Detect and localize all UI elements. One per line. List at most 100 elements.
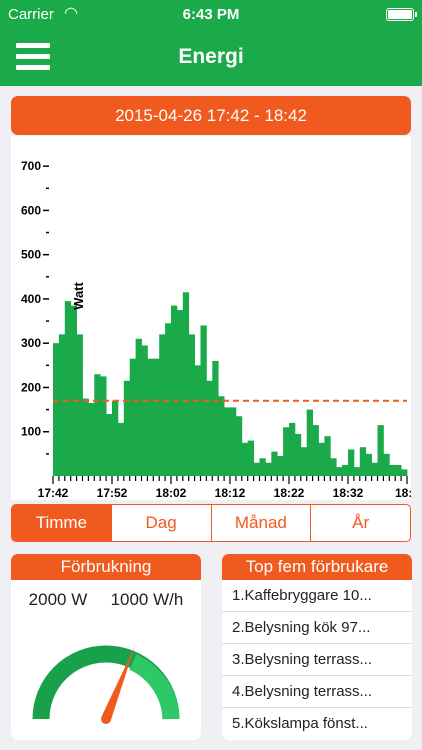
gauge-hub [101,714,111,724]
top-consumers-card: Top fem förbrukare 1.Kaffebryggare 10...… [222,554,412,740]
bar [176,310,184,476]
bar [371,462,378,476]
bar [112,400,119,476]
usage-gauge [32,645,180,724]
x-tick-label: 18:12 [215,486,246,500]
carrier-label: Carrier [8,6,54,23]
bar [336,467,343,476]
bar [235,416,243,476]
top-consumers-list: 1.Kaffebryggare 10... 2.Belysning kök 97… [222,580,412,740]
bar [230,407,237,476]
x-tick-label: 17:52 [97,486,128,500]
bar [147,358,154,476]
bar [171,305,178,476]
bar [247,440,254,476]
date-range-button[interactable]: 2015-04-26 17:42 - 18:42 [11,96,411,135]
top-consumers-title: Top fem förbrukare [222,554,412,580]
status-time: 6:43 PM [182,6,240,23]
bar [94,374,101,476]
x-tick-label: 17:42 [38,486,69,500]
period-tabs: Timme Dag Månad År [11,504,411,542]
list-item[interactable]: 1.Kaffebryggare 10... [222,580,412,612]
bar [294,433,302,476]
list-item[interactable]: 5.Kökslampa fönst... [232,715,368,732]
bar [70,305,77,476]
bar [165,323,172,476]
x-tick-label: 18:22 [274,486,305,500]
bar [241,442,249,476]
bar [117,422,125,476]
menu-icon[interactable] [16,41,52,73]
y-tick-label: 600 [21,203,41,217]
bar [253,462,260,476]
bar [324,436,331,476]
bar [277,456,284,476]
bar [401,469,408,476]
bar [271,451,278,476]
list-item[interactable]: 3.Belysning terrass... [222,644,412,676]
wifi-icon: ◠ [64,5,78,22]
bar [383,453,390,476]
bar [365,453,372,476]
list-item[interactable]: 2.Belysning kök 97... [222,612,412,644]
bar [182,292,190,476]
bar [318,442,325,476]
battery-icon [386,8,417,21]
power-value: 2000 W [28,590,88,609]
bar [330,458,337,476]
tab-dag[interactable]: Dag [110,505,211,541]
bar [153,358,160,476]
gauge-needle [101,646,135,721]
bar [100,376,107,476]
bar [265,462,272,476]
y-tick-label: 300 [21,336,41,350]
list-item[interactable]: 4.Belysning terrass... [222,676,412,708]
bar [224,407,231,476]
tab-manad[interactable]: Månad [210,505,311,541]
y-tick-label: 200 [21,380,41,394]
bar [106,414,113,476]
bar [159,334,166,476]
page-title: Energi [178,45,244,68]
x-tick-label: 18:32 [333,486,364,500]
bar [359,447,367,476]
bar [342,464,349,476]
x-tick-label: 18:4 [395,486,411,500]
bar [312,425,319,476]
energy-chart-svg: 100 200 300 400 500 600 700 17:42 17:52 18:02 18:1… [21,159,419,500]
y-tick-label: 400 [21,292,41,306]
bar [129,358,136,476]
bar [212,360,219,476]
status-bar: Carrier ◠ 6:43 PM [0,0,422,30]
bar [289,422,296,476]
rate-value: 1000 W/h [110,590,184,609]
bar [353,467,361,476]
bar [58,334,66,476]
usage-card: Förbrukning 2000 W 1000 W/h [11,554,201,740]
bar [218,396,225,476]
tab-timme[interactable]: Timme [12,505,111,541]
bar [306,409,313,476]
bar [123,380,131,476]
bar [389,464,396,476]
bar [259,458,266,476]
y-tick-label: 100 [21,425,41,439]
bar [135,338,142,476]
nav-bar: Energi [0,30,422,86]
bar [300,447,308,476]
bar [88,402,95,476]
y-axis-label: Watt [71,281,86,309]
y-tick-label: 700 [21,159,41,173]
bar [53,343,60,476]
usage-title: Förbrukning [11,554,201,580]
bar [395,464,402,476]
bar [82,398,89,476]
bar [348,449,355,476]
tab-ar[interactable]: År [310,505,410,541]
bar [141,345,148,476]
bar [188,334,195,476]
bar [76,334,83,476]
bar [206,380,213,476]
bar [194,365,201,476]
y-tick-label: 500 [21,248,41,262]
